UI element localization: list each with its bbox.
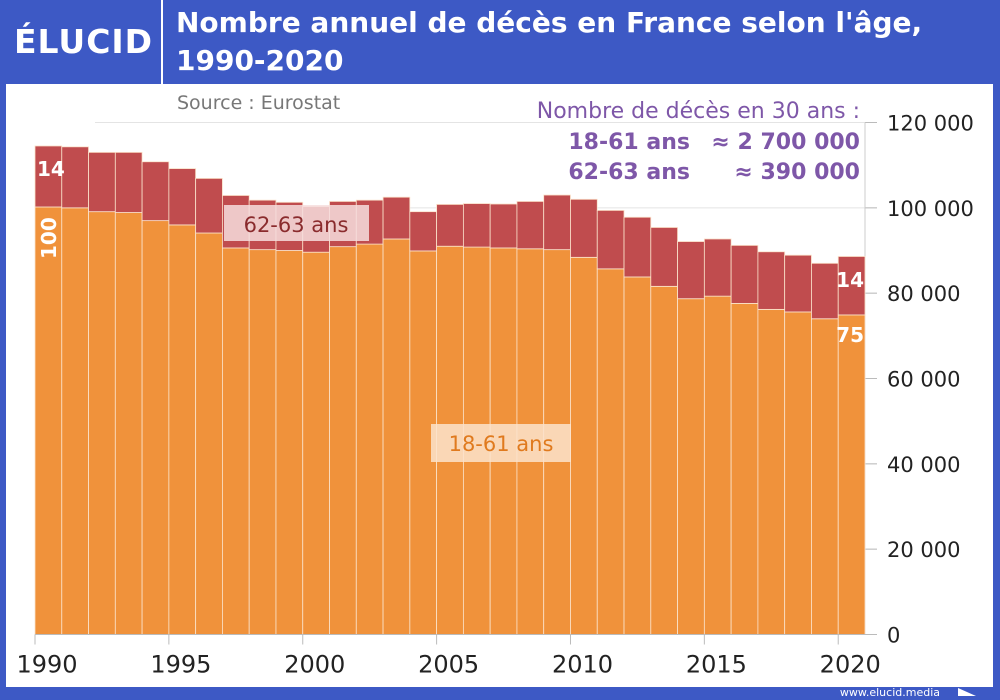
bar-18-61-1991	[61, 207, 89, 635]
bar-18-61-1998	[248, 249, 277, 635]
bar-18-61-2018	[784, 311, 812, 635]
summary-label-18-61: 18-61 ans	[568, 130, 690, 155]
bar-62-63-2007	[489, 203, 518, 249]
x-tick-label: 1995	[150, 651, 211, 679]
series-label-18-61: 18-61 ans	[449, 432, 554, 456]
bar-62-63-1992	[88, 151, 116, 213]
y-tick-label: 20 000	[887, 538, 960, 562]
elucid-logo: ÉLUCID	[14, 22, 154, 61]
bar-18-61-1995	[168, 224, 197, 635]
chart-panel: 0 20 000 40 000 60 000 80 000 100 000 120 000 1…	[6, 84, 993, 687]
summary-label-62-63: 62-63 ans	[568, 160, 690, 185]
bar-18-61-2002	[355, 243, 384, 635]
start-red-label: 14	[37, 157, 65, 181]
bar-18-61-1994	[141, 220, 170, 635]
bar-62-63-2011	[596, 209, 625, 270]
bar-62-63-2010	[570, 198, 598, 258]
x-tick-label: 2005	[418, 651, 479, 679]
bar-18-61-2014	[677, 298, 705, 635]
bar-62-63-2020	[837, 256, 866, 316]
bar-18-61-1990	[34, 206, 63, 635]
y-tick-label: 120 000	[887, 112, 974, 136]
bar-62-63-2019	[811, 262, 839, 320]
bar-18-61-2011	[596, 268, 625, 635]
bar-18-61-2017	[757, 308, 786, 635]
bar-62-63-2012	[623, 216, 652, 278]
y-tick-label: 60 000	[887, 368, 960, 392]
bar-18-61-2013	[650, 285, 678, 635]
bar-62-63-2009	[543, 194, 571, 251]
bar-18-61-1996	[195, 232, 223, 635]
bar-62-63-2004	[409, 211, 438, 252]
series-label-62-63: 62-63 ans	[244, 213, 349, 237]
y-tick-label: 0	[887, 624, 900, 648]
bar-62-63-1994	[141, 161, 170, 222]
x-tick-label: 1990	[16, 651, 77, 679]
title-line-2: 1990-2020	[176, 44, 344, 77]
bar-62-63-2015	[703, 238, 732, 297]
chart-title: Nombre annuel de décès en France selon l…	[176, 4, 976, 80]
bar-62-63-2017	[757, 251, 786, 310]
bar-62-63-2008	[516, 201, 545, 250]
bar-18-61-2001	[329, 246, 357, 635]
x-tick-label: 2010	[552, 651, 613, 679]
bar-62-63-2003	[382, 196, 411, 240]
bar-62-63-1991	[61, 146, 89, 209]
footer-url[interactable]: www.elucid.media	[839, 686, 940, 699]
source-label: Source : Eurostat	[177, 92, 340, 114]
bar-62-63-2013	[650, 227, 678, 287]
summary-value-18-61: ≈ 2 700 000	[711, 130, 860, 155]
bar-18-61-2020	[837, 314, 866, 635]
bar-18-61-2019	[811, 318, 839, 635]
bar-62-63-1993	[114, 151, 143, 213]
x-tick-label: 2020	[820, 651, 881, 679]
bar-18-61-2016	[730, 303, 759, 635]
series-label-bg	[431, 424, 571, 462]
header-divider	[161, 0, 163, 84]
bar-18-61-1999	[275, 250, 304, 635]
y-tick-label: 80 000	[887, 282, 960, 306]
bar-18-61-2003	[382, 238, 411, 635]
bar-62-63-2016	[730, 244, 759, 304]
start-orange-label: 100	[37, 217, 61, 259]
bar-62-63-2018	[784, 254, 812, 313]
x-tick-label: 2015	[686, 651, 747, 679]
y-tick-label: 100 000	[887, 197, 974, 221]
end-orange-label: 75	[836, 323, 864, 347]
bar-18-61-2000	[302, 251, 330, 635]
bar-18-61-2012	[623, 276, 652, 635]
bar-18-61-1993	[114, 212, 143, 635]
x-tick-label: 2000	[284, 651, 345, 679]
bar-62-63-1995	[168, 168, 197, 226]
bar-18-61-2010	[570, 256, 598, 635]
bar-62-63-1996	[195, 177, 223, 234]
title-line-1: Nombre annuel de décès en France selon l…	[176, 6, 923, 39]
summary-value-62-63: ≈ 390 000	[734, 160, 860, 185]
bar-62-63-1990	[34, 145, 63, 208]
bar-18-61-1992	[88, 211, 116, 635]
bar-62-63-2014	[677, 241, 705, 300]
series-label-bg	[224, 205, 369, 241]
bar-62-63-2006	[462, 203, 491, 248]
summary-title: Nombre de décès en 30 ans :	[537, 99, 860, 124]
y-tick-label: 40 000	[887, 453, 960, 477]
bar-18-61-1997	[222, 247, 250, 635]
end-red-label: 14	[836, 268, 864, 292]
bar-62-63-2005	[436, 204, 464, 247]
chart-svg: 0 20 000 40 000 60 000 80 000 100 000 120 000 1…	[16, 92, 974, 679]
bar-18-61-2015	[703, 295, 732, 635]
elucid-mark-icon	[958, 688, 976, 696]
